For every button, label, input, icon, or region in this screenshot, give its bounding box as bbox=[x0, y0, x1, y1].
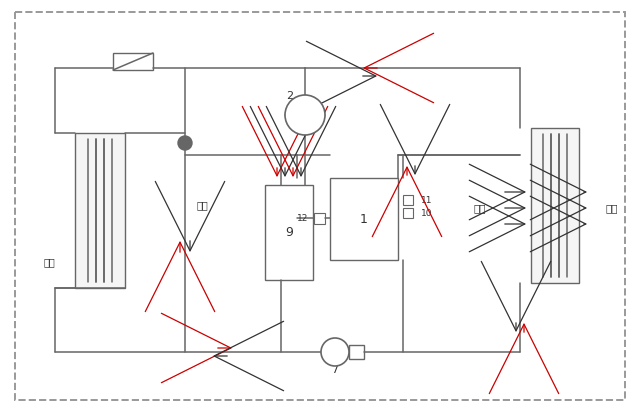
Bar bbox=[403, 195, 413, 205]
Bar bbox=[265, 185, 313, 280]
Text: 10: 10 bbox=[421, 208, 433, 218]
Text: 7: 7 bbox=[332, 365, 339, 375]
Text: 进水: 进水 bbox=[197, 200, 209, 210]
Text: 1: 1 bbox=[360, 213, 368, 225]
Bar bbox=[330, 178, 398, 260]
Text: 出风: 出风 bbox=[605, 203, 618, 213]
Bar bbox=[531, 127, 579, 283]
Text: 进风: 进风 bbox=[474, 203, 486, 213]
Text: 2: 2 bbox=[287, 91, 294, 101]
Circle shape bbox=[285, 95, 325, 135]
Circle shape bbox=[178, 136, 192, 150]
Text: 11: 11 bbox=[421, 196, 433, 204]
Text: 出水: 出水 bbox=[44, 257, 55, 267]
Bar bbox=[113, 53, 153, 70]
Bar bbox=[75, 133, 125, 288]
Bar bbox=[403, 208, 413, 218]
Text: 12: 12 bbox=[296, 213, 308, 222]
Bar bbox=[349, 345, 364, 359]
Circle shape bbox=[321, 338, 349, 366]
Text: 9: 9 bbox=[285, 225, 293, 239]
Bar bbox=[314, 213, 324, 223]
